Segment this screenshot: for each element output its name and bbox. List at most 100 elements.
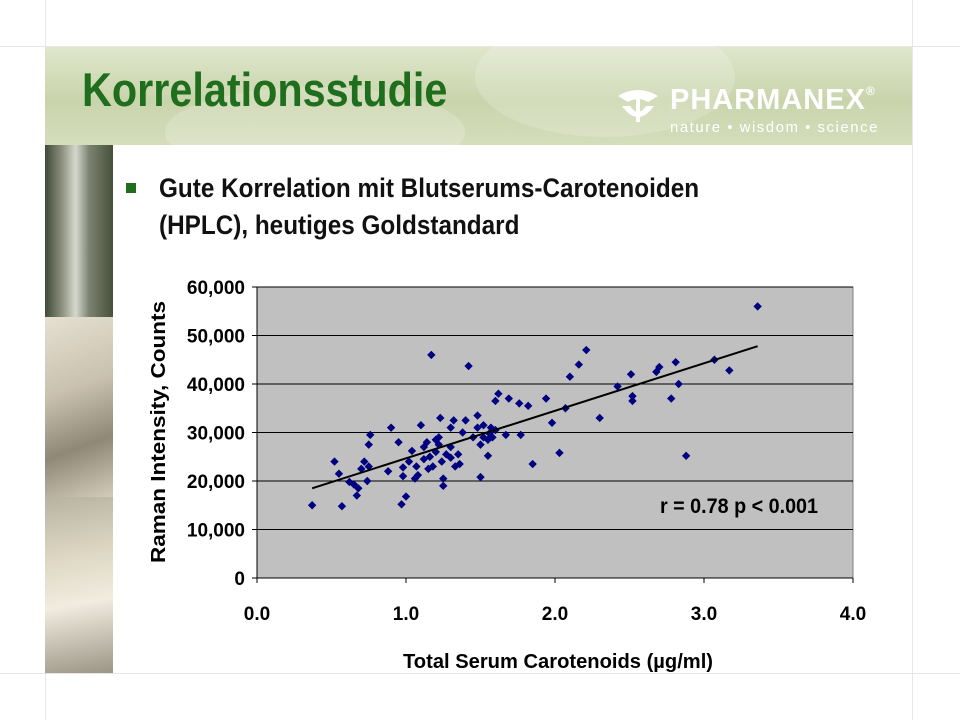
data-point <box>397 500 406 509</box>
data-point <box>407 446 417 456</box>
side-image-strip <box>45 145 113 673</box>
data-point <box>541 394 551 403</box>
y-tick-label: 40,000 <box>187 375 245 396</box>
correlation-annotation: r = 0.78 p < 0.001 <box>660 495 818 518</box>
data-point <box>386 423 396 432</box>
data-point <box>473 411 482 420</box>
data-point <box>436 413 445 423</box>
data-point <box>515 399 524 408</box>
data-point <box>595 413 604 423</box>
data-point <box>354 484 363 493</box>
data-point <box>434 433 443 442</box>
data-point <box>464 361 473 371</box>
data-point <box>461 416 470 425</box>
data-point <box>366 430 375 440</box>
data-point <box>681 451 691 460</box>
laboratory-image <box>45 497 113 673</box>
trendline <box>311 345 758 490</box>
data-point <box>428 462 438 471</box>
data-point <box>488 433 497 442</box>
data-point <box>547 418 557 427</box>
data-point <box>458 428 467 437</box>
data-point <box>401 492 411 501</box>
data-point <box>652 367 661 377</box>
data-point <box>363 476 372 486</box>
y-tick-label: 30,000 <box>187 424 245 445</box>
data-point <box>674 379 683 389</box>
y-tick-label: 10,000 <box>187 521 245 542</box>
data-point <box>516 430 525 440</box>
logo-registered: ® <box>865 84 876 98</box>
data-point <box>394 438 403 447</box>
data-point <box>483 451 493 460</box>
data-point <box>476 440 485 449</box>
data-point <box>628 396 637 406</box>
gridlines <box>257 286 853 530</box>
data-point <box>446 453 455 462</box>
data-point <box>437 457 446 466</box>
y-tick-label: 20,000 <box>187 472 245 493</box>
x-tick-label: 0.0 <box>244 604 270 625</box>
y-tick-label: 0 <box>234 569 245 590</box>
guide-line-right <box>912 0 913 720</box>
logo-tagline: nature • wisdom • science <box>670 119 879 136</box>
data-point <box>555 448 564 458</box>
data-point <box>364 440 373 449</box>
data-point <box>439 481 448 491</box>
data-point <box>453 450 463 459</box>
data-point <box>413 470 423 480</box>
data-point <box>404 457 414 466</box>
guide-line-top <box>0 46 960 47</box>
data-point <box>412 462 421 471</box>
x-tick-label: 4.0 <box>840 604 866 625</box>
leaf-texture <box>165 87 465 177</box>
x-tick-label: 1.0 <box>393 604 419 625</box>
data-point <box>574 360 584 369</box>
data-point <box>449 416 458 425</box>
data-point <box>655 362 664 372</box>
header-band <box>45 17 912 177</box>
y-tick-labels: 0 10,000 20,000 30,000 40,000 50,000 60,000 <box>187 278 257 590</box>
data-point <box>398 471 408 481</box>
data-point <box>528 459 537 469</box>
data-point <box>416 421 426 430</box>
data-point <box>491 396 500 406</box>
logo-brand: PHARMANEX <box>670 84 866 116</box>
data-point <box>725 366 734 375</box>
data-point <box>582 345 591 355</box>
data-point <box>501 430 511 440</box>
bullet-marker <box>126 183 136 193</box>
waterfall-image <box>45 145 113 317</box>
pharmanex-leaf-icon <box>618 90 658 122</box>
data-point <box>330 457 339 466</box>
data-point <box>422 438 432 447</box>
data-point <box>523 401 533 411</box>
data-point <box>628 391 637 401</box>
x-tick-label: 2.0 <box>542 604 568 625</box>
data-point <box>504 394 514 403</box>
data-point <box>337 502 347 511</box>
slide-title: Korrelationsstudie <box>82 63 448 116</box>
data-point <box>427 350 436 360</box>
guide-line-bottom <box>0 673 960 674</box>
data-point <box>494 389 503 398</box>
data-point <box>334 469 344 478</box>
data-point <box>360 457 369 466</box>
data-point <box>626 370 636 379</box>
y-tick-label: 50,000 <box>187 327 245 348</box>
data-point <box>425 452 435 461</box>
data-point <box>439 474 448 483</box>
data-point <box>671 357 680 367</box>
data-point <box>398 463 408 472</box>
data-point <box>565 372 575 381</box>
y-axis-label: Raman Intensity, Counts <box>148 301 170 563</box>
data-point <box>667 394 676 403</box>
y-tick-label: 60,000 <box>187 278 245 299</box>
bullet-text: Gute Korrelation mit Blutserums-Caroteno… <box>159 173 700 240</box>
data-point <box>753 302 762 311</box>
data-point <box>613 382 622 391</box>
data-point <box>307 501 317 510</box>
data-point <box>352 491 362 500</box>
x-axis-label: Total Serum Carotenoids (µg/ml) <box>403 651 713 673</box>
